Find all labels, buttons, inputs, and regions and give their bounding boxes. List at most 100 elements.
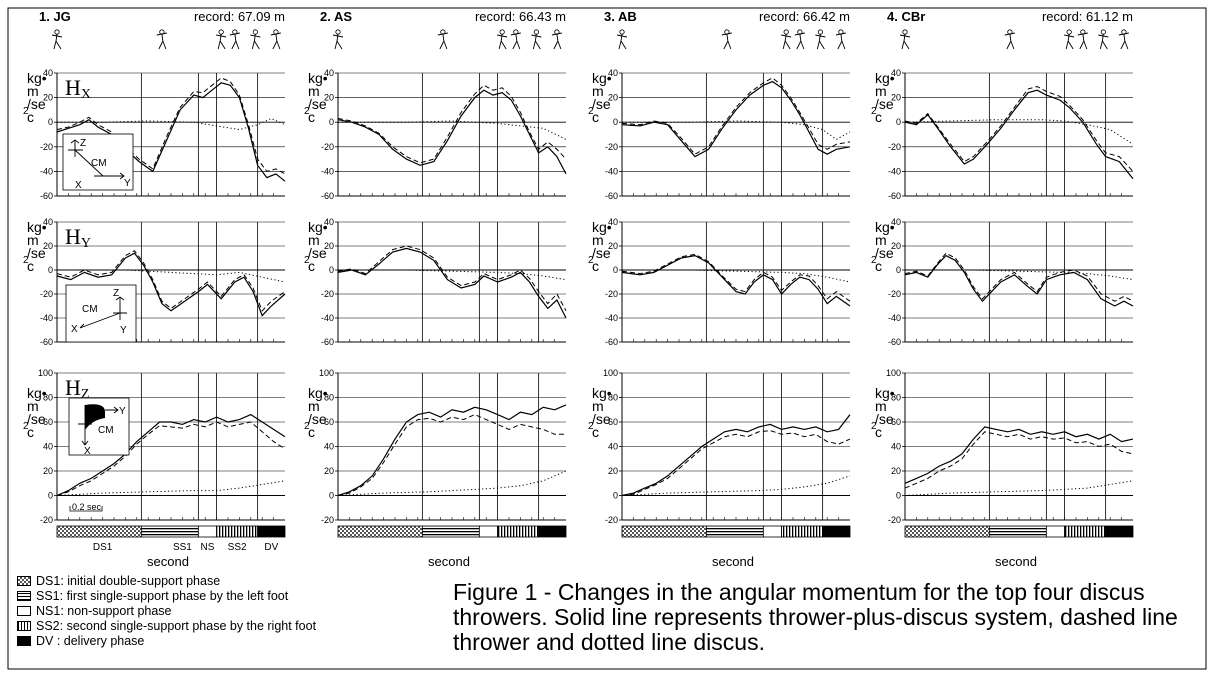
component-title: HX: [65, 75, 91, 102]
y-tick-label: 60: [43, 417, 53, 427]
y-tick-label: 40: [43, 217, 53, 227]
y-tick-label: 40: [608, 217, 618, 227]
inset-cm-label: CM: [98, 425, 114, 436]
y-tick-label: 0: [48, 265, 53, 275]
y-tick-label: 80: [324, 393, 334, 403]
y-axis-label-sup: 2: [588, 255, 594, 266]
y-tick-label: 40: [324, 68, 334, 78]
y-axis-label: kg•: [308, 70, 328, 86]
thrower-pose-icon: [1064, 29, 1075, 50]
y-tick-label: 0: [613, 117, 618, 127]
y-tick-label: -40: [888, 166, 901, 176]
y-axis-label: c: [592, 109, 599, 125]
y-tick-label: -20: [321, 515, 334, 525]
thrower-pose-icon: [510, 29, 521, 50]
y-tick-label: 40: [891, 217, 901, 227]
thrower-label: 3. AB: [604, 9, 637, 24]
y-tick-label: 20: [608, 241, 618, 251]
y-axis-label: m: [875, 398, 887, 414]
inset-y-label: Y: [124, 178, 131, 189]
y-tick-label: 20: [891, 241, 901, 251]
y-tick-label: -60: [605, 191, 618, 201]
thrower-label: 2. AS: [320, 9, 352, 24]
y-tick-label: 20: [891, 93, 901, 103]
legend-text: DV : delivery phase: [36, 634, 145, 648]
series-dashed: [621, 77, 851, 155]
y-tick-label: -40: [40, 166, 53, 176]
y-tick-label: -20: [605, 142, 618, 152]
y-tick-label: 0: [896, 265, 901, 275]
legend-swatch: [17, 636, 31, 646]
y-tick-label: 0: [329, 117, 334, 127]
y-axis-label-sup: 2: [23, 106, 29, 117]
y-axis-label-sup: 2: [304, 421, 310, 432]
series-dashed: [337, 245, 567, 312]
y-axis-label-sup: 2: [304, 106, 310, 117]
y-axis-label: c: [27, 424, 34, 440]
inset-z-label: Z: [80, 138, 86, 149]
thrower-pose-icon: [1118, 29, 1129, 50]
y-axis-label: /se: [875, 411, 894, 427]
series-dashed: [904, 85, 1134, 172]
thrower-pose-icon: [1004, 29, 1015, 50]
y-axis-label: kg•: [308, 385, 328, 401]
y-axis-label-sup: 2: [871, 106, 877, 117]
y-axis-label: kg•: [27, 219, 47, 235]
y-axis-label: m: [308, 232, 320, 248]
series-solid: [337, 89, 567, 175]
series-dotted: [56, 480, 286, 496]
phase-segment: [421, 525, 480, 538]
scale-bar-label: 0.2 sec: [72, 502, 102, 512]
series-solid: [904, 89, 1134, 180]
phase-segment: [904, 525, 990, 538]
phase-segment: [1105, 525, 1134, 538]
series-dashed: [621, 253, 851, 302]
thrower-pose-icon: [835, 29, 846, 50]
y-tick-label: 40: [891, 68, 901, 78]
inset-y-label: Y: [119, 406, 126, 417]
figure-border: [7, 7, 1207, 670]
inset-x-label: X: [84, 446, 91, 457]
y-axis-label: kg•: [592, 219, 612, 235]
y-axis-label: c: [27, 109, 34, 125]
y-tick-label: -60: [321, 191, 334, 201]
y-axis-label: m: [308, 83, 320, 99]
thrower-pose-icon: [270, 29, 281, 50]
phase-label: DV: [264, 542, 278, 553]
phase-segment: [497, 525, 540, 538]
thrower-record: record: 61.12 m: [1042, 9, 1133, 24]
series-dotted: [338, 120, 567, 140]
y-tick-label: -40: [605, 313, 618, 323]
y-tick-label: 40: [608, 68, 618, 78]
phase-label: SS1: [173, 542, 192, 553]
y-axis-label: kg•: [27, 385, 47, 401]
y-axis-label: kg•: [592, 385, 612, 401]
thrower-pose-icon: [229, 29, 240, 50]
y-axis-label: c: [308, 109, 315, 125]
thrower-pose-icon: [216, 29, 227, 50]
series-dotted: [57, 269, 286, 283]
y-axis-label-sup: 2: [871, 255, 877, 266]
y-tick-label: 20: [608, 93, 618, 103]
legend-text: SS2: second single-support phase by the …: [36, 619, 317, 633]
y-axis-label: /se: [308, 96, 327, 112]
phase-segment: [705, 525, 764, 538]
y-tick-label: -60: [605, 337, 618, 347]
y-tick-label: 20: [324, 466, 334, 476]
phase-bar-1: second: [56, 525, 286, 569]
y-axis-label: c: [875, 258, 882, 274]
phase-segment: [822, 525, 851, 538]
x-axis-label: second: [995, 554, 1037, 569]
phase-segment: [257, 525, 286, 538]
y-axis-label: kg•: [875, 70, 895, 86]
y-tick-label: -20: [888, 515, 901, 525]
thrower-pose-icon: [899, 29, 911, 50]
y-tick-label: -20: [40, 142, 53, 152]
series-solid: [56, 252, 286, 317]
y-axis-label: m: [308, 398, 320, 414]
y-tick-label: 100: [319, 368, 334, 378]
series-dotted: [337, 470, 567, 496]
series-solid: [56, 82, 286, 182]
